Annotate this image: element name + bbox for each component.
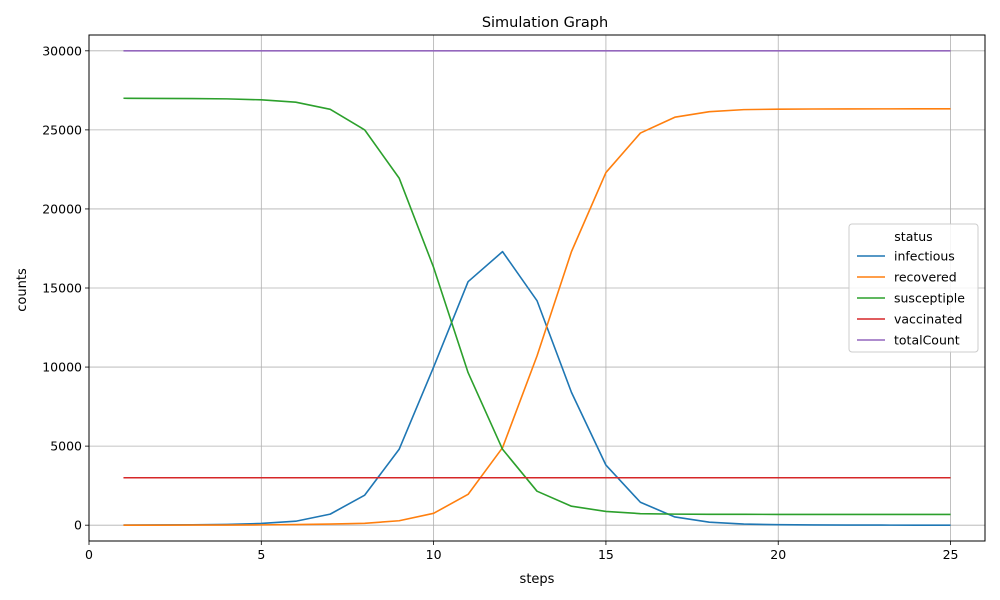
- y-tick-label: 5000: [50, 439, 82, 454]
- y-axis-label: counts: [15, 268, 30, 312]
- y-tick-label: 10000: [42, 360, 82, 375]
- x-tick-label: 0: [85, 547, 93, 562]
- series-line-recovered: [123, 108, 951, 526]
- x-tick-label: 25: [943, 547, 959, 562]
- y-tick-label: 0: [74, 518, 82, 533]
- x-axis-ticks: 0 5 10 15 20 25: [85, 541, 958, 562]
- y-axis-ticks: 0 5000 10000 15000 20000 25000 30000: [42, 43, 89, 533]
- x-axis-label: steps: [520, 572, 555, 587]
- chart-title: Simulation Graph: [482, 15, 608, 31]
- legend-title: status: [894, 229, 932, 244]
- legend-label-susceptiple: susceptiple: [894, 291, 965, 306]
- legend-label-recovered: recovered: [894, 270, 957, 285]
- legend: status infectious recovered susceptiple vacc…: [848, 223, 979, 353]
- legend-label-vaccinated: vaccinated: [894, 312, 962, 327]
- legend-label-infectious: infectious: [894, 249, 955, 264]
- y-tick-label: 25000: [42, 122, 82, 137]
- x-tick-label: 20: [770, 547, 786, 562]
- series-line-susceptiple: [123, 97, 951, 516]
- series-line-infectious: [123, 250, 951, 526]
- x-tick-label: 10: [426, 547, 442, 562]
- y-tick-label: 30000: [42, 43, 82, 58]
- legend-label-totalCount: totalCount: [894, 333, 960, 348]
- x-tick-label: 5: [257, 547, 265, 562]
- x-tick-label: 15: [598, 547, 614, 562]
- y-tick-label: 15000: [42, 281, 82, 296]
- y-tick-label: 20000: [42, 201, 82, 216]
- series-lines: [123, 50, 951, 526]
